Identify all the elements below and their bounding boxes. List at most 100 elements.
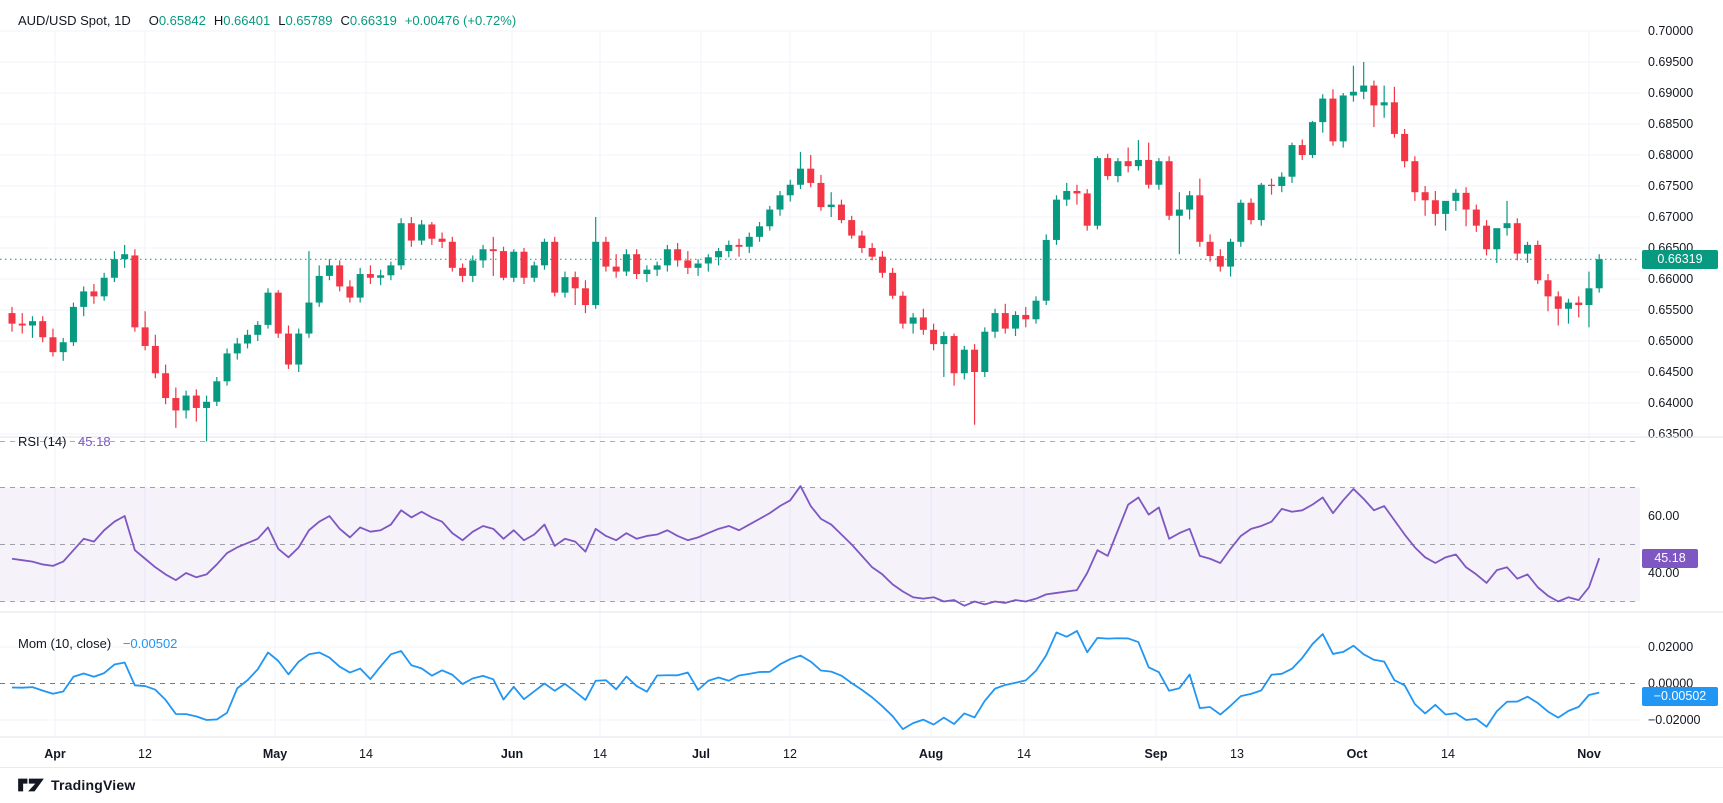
candle-body: [59, 342, 67, 353]
candle-body: [858, 235, 866, 248]
candle-body: [786, 184, 794, 196]
price-axis-label: 0.67000: [1648, 210, 1693, 224]
time-axis-label: Oct: [1347, 747, 1369, 761]
momentum-legend[interactable]: Mom (10, close) −0.00502: [18, 636, 177, 652]
candle-body: [807, 168, 815, 183]
candle-body: [1165, 161, 1173, 216]
candle-body: [1380, 102, 1388, 106]
candle-body: [643, 269, 651, 275]
candle-body: [1483, 225, 1491, 250]
price-axis-label: 0.64000: [1648, 396, 1693, 410]
change-value: +0.00476 (+0.72%): [404, 13, 517, 28]
candle-body: [1298, 145, 1306, 155]
candle-body: [684, 260, 692, 268]
candle-body: [407, 223, 415, 241]
price-axis-label: 0.64500: [1648, 365, 1693, 379]
candle-body: [438, 238, 446, 242]
momentum-pane[interactable]: [0, 612, 1640, 737]
candle-body: [1227, 241, 1235, 267]
price-axis-gutter[interactable]: [1640, 10, 1723, 768]
candle-body: [305, 302, 313, 334]
candle-body: [674, 249, 682, 261]
symbol-legend[interactable]: AUD/USD Spot, 1D O0.65842 H0.66401 L0.65789…: [18, 13, 516, 29]
candle-body: [827, 204, 835, 208]
candle-body: [80, 291, 88, 307]
candle-body: [1411, 161, 1419, 193]
time-axis-label: Nov: [1577, 747, 1601, 761]
candle-body: [18, 323, 26, 326]
rsi-legend[interactable]: RSI (14) 45.18: [18, 434, 111, 450]
price-pane[interactable]: [0, 10, 1640, 437]
candle-body: [1268, 184, 1276, 186]
symbol-title: AUD/USD Spot, 1D: [18, 13, 131, 28]
candle-body: [1134, 159, 1142, 167]
candle-body: [469, 260, 477, 276]
candle-body: [919, 317, 927, 330]
tradingview-logo[interactable]: TradingView: [18, 775, 135, 795]
price-axis-label: 0.68500: [1648, 117, 1693, 131]
candle-body: [192, 395, 200, 408]
tradingview-logo-text: TradingView: [51, 777, 136, 793]
rsi-indicator-value: 45.18: [78, 434, 111, 449]
candle-body: [1237, 202, 1245, 242]
momentum-indicator-value: −0.00502: [122, 636, 178, 651]
candle-body: [213, 381, 221, 402]
candle-body: [1257, 184, 1265, 221]
candle-body: [315, 275, 323, 303]
candle-body: [1431, 200, 1439, 214]
candle-body: [1278, 176, 1286, 186]
time-axis-label: Jun: [501, 747, 523, 761]
momentum-axis-label: 0.02000: [1648, 640, 1693, 654]
candle-body: [1001, 313, 1009, 329]
candle-body: [1329, 98, 1337, 142]
candle-body: [1052, 199, 1060, 240]
candle-body: [1544, 280, 1552, 297]
candle-body: [397, 223, 405, 266]
candle-body: [223, 353, 231, 382]
candle-body: [530, 265, 538, 278]
rsi-value-badge: 45.18: [1642, 549, 1698, 568]
candle-body: [1524, 244, 1532, 254]
candle-body: [622, 254, 630, 272]
candle-body: [121, 254, 129, 260]
candle-body: [868, 248, 876, 257]
time-axis-label: 14: [1441, 747, 1455, 761]
candle-body: [284, 333, 292, 365]
candle-body: [8, 313, 16, 324]
candle-body: [1155, 161, 1163, 185]
candle-body: [551, 241, 559, 293]
candle-body: [817, 182, 825, 208]
candle-body: [745, 236, 753, 247]
time-axis[interactable]: [0, 737, 1640, 768]
candle-body: [1073, 190, 1081, 194]
candle-body: [1216, 256, 1224, 267]
candle-body: [28, 321, 36, 326]
candle-body: [295, 333, 303, 365]
candle-body: [796, 168, 804, 185]
candle-body: [110, 259, 118, 278]
candle-body: [1390, 102, 1398, 134]
candle-body: [1145, 159, 1153, 185]
price-axis-label: 0.65000: [1648, 334, 1693, 348]
candle-body: [500, 251, 508, 278]
candle-body: [694, 263, 702, 268]
momentum-line: [11, 630, 1600, 731]
candle-body: [1093, 158, 1101, 226]
time-axis-label: May: [263, 747, 287, 761]
momentum-indicator-name: Mom (10, close): [18, 636, 112, 651]
candle-body: [346, 286, 354, 298]
candle-body: [459, 267, 467, 276]
candle-body: [162, 373, 170, 399]
momentum-value-badge: −0.00502: [1642, 687, 1718, 706]
candle-body: [1196, 195, 1204, 242]
candle-body: [909, 317, 917, 324]
candle-body: [387, 265, 395, 276]
candle-body: [837, 204, 845, 221]
candle-body: [428, 224, 436, 239]
ohlc-field-h: H0.66401: [213, 13, 271, 28]
candle-body: [1513, 223, 1521, 254]
price-axis-label: 0.66000: [1648, 272, 1693, 286]
time-axis-label: 12: [138, 747, 152, 761]
momentum-axis-label: −0.02000: [1648, 713, 1701, 727]
